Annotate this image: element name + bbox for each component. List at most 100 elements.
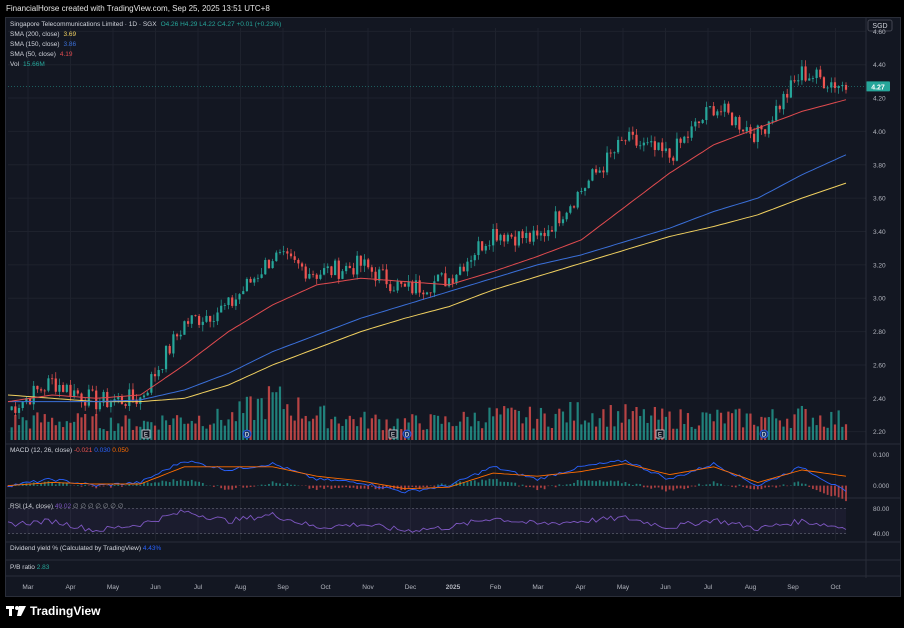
candle-body: [249, 278, 252, 283]
volume-bar: [679, 409, 682, 440]
macd-histogram-bar: [179, 479, 182, 486]
rsi-value: 49.02: [54, 503, 72, 510]
volume-bar: [661, 408, 664, 440]
candle-body: [650, 141, 653, 143]
volume-bar: [756, 426, 759, 440]
macd-histogram-bar: [161, 480, 164, 486]
volume-bar: [374, 414, 377, 440]
volume-bar: [477, 421, 480, 440]
volume-bar: [613, 426, 616, 440]
macd-histogram-bar: [705, 484, 708, 486]
candle-body: [753, 133, 756, 142]
macd-histogram-bar: [426, 485, 428, 488]
dividend-marker-label: D: [245, 433, 250, 439]
macd-histogram-bar: [407, 485, 410, 488]
volume-bar: [572, 420, 576, 440]
vol-value: 15.66M: [23, 61, 45, 68]
last-price-label: 4.27: [871, 84, 885, 91]
volume-bar: [212, 423, 215, 440]
volume-bar: [760, 416, 763, 440]
volume-bar: [558, 408, 561, 440]
candle-body: [433, 281, 436, 293]
candle-body: [212, 321, 215, 322]
volume-bar: [58, 421, 61, 440]
candle-body: [282, 251, 285, 253]
volume-bar: [565, 422, 568, 440]
macd-histogram-bar: [808, 485, 811, 487]
macd-histogram-bar: [113, 485, 116, 486]
macd-histogram-bar: [374, 485, 377, 490]
time-axis-label: Feb: [490, 584, 502, 591]
footer-brand: TradingView: [6, 604, 100, 618]
macd-histogram-bar: [29, 483, 31, 486]
macd-tick-label: 0.000: [873, 483, 890, 490]
price-tick-label: 2.60: [873, 362, 886, 369]
macd-histogram-bar: [91, 485, 94, 487]
volume-bar: [745, 413, 748, 440]
candle-body: [220, 305, 223, 313]
volume-bar: [495, 408, 498, 440]
time-axis-label: Sep: [787, 584, 799, 591]
candle-body: [91, 389, 94, 391]
macd-histogram-bar: [598, 480, 601, 486]
candle-body: [109, 402, 113, 408]
volume-bar: [242, 413, 245, 440]
macd-histogram-bar: [484, 480, 487, 486]
price-tick-label: 2.80: [873, 329, 886, 336]
volume-bar: [300, 418, 304, 440]
macd-histogram-bar: [540, 485, 542, 488]
time-axis-label: Jun: [660, 584, 671, 591]
macd-histogram-bar: [253, 485, 256, 487]
candle-body: [455, 274, 458, 284]
sma150-value: 3.86: [63, 41, 77, 48]
volume-bar: [25, 420, 28, 440]
volume-bar: [499, 414, 502, 440]
macd-histogram-bar: [562, 485, 564, 486]
macd-histogram-bar: [595, 481, 597, 486]
candle-body: [352, 268, 355, 275]
candle-body: [716, 111, 719, 116]
candle-body: [370, 267, 373, 272]
macd-histogram-bar: [264, 484, 267, 486]
candle-body: [605, 152, 609, 173]
candle-body: [561, 219, 565, 224]
macd-histogram-bar: [580, 480, 583, 486]
currency-badge: [867, 19, 893, 32]
volume-bar: [334, 416, 337, 440]
earnings-marker: [655, 429, 665, 439]
candle-body: [775, 105, 778, 121]
volume-bar: [539, 407, 543, 440]
volume-bar: [164, 420, 168, 440]
sma150-line: [8, 154, 847, 403]
price-tick-label: 4.40: [873, 62, 886, 69]
macd-histogram-bar: [246, 485, 248, 488]
volume-bar: [793, 414, 796, 440]
candle-body: [580, 191, 583, 192]
volume-bar: [87, 430, 90, 440]
rsi-line: [7, 509, 847, 533]
macd-histogram-bar: [227, 485, 230, 490]
candle-body: [311, 273, 315, 275]
candle-body: [367, 259, 370, 268]
macd-histogram-bar: [455, 482, 458, 486]
macd-histogram-bar: [345, 485, 348, 488]
candle-body: [767, 121, 770, 134]
macd-histogram-bar: [551, 485, 553, 486]
volume-bar: [359, 417, 362, 440]
candle-body: [10, 406, 13, 411]
volume-bar: [157, 429, 160, 440]
volume-bar: [532, 428, 535, 440]
macd-histogram-bar: [606, 481, 608, 486]
candle-body: [550, 230, 554, 232]
candle-body: [17, 408, 21, 413]
dividend-yield-label: Dividend yield % (Calculated by TradingV…: [10, 545, 142, 552]
macd-histogram-bar: [676, 485, 678, 489]
candle-body: [797, 80, 800, 82]
macd-histogram-bar: [7, 485, 9, 487]
macd-histogram-bar: [642, 485, 645, 488]
candle-body: [624, 140, 627, 142]
macd-histogram-bar: [760, 485, 763, 490]
candle-body: [389, 284, 392, 292]
volume-bar: [253, 419, 256, 440]
